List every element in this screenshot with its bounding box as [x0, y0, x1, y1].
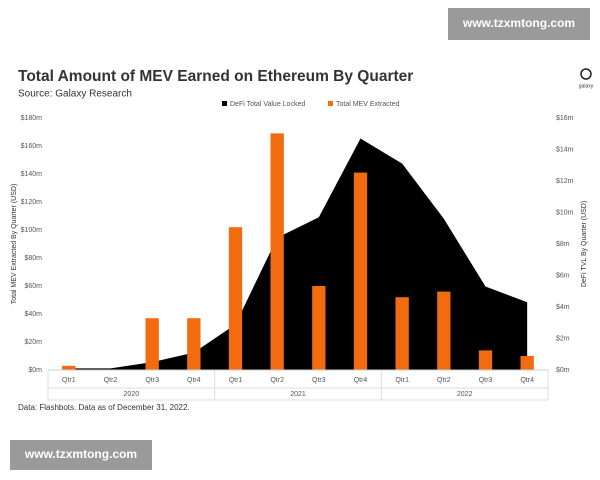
y2-tick-label: $14m — [556, 146, 574, 153]
y2-tick-label: $10m — [556, 209, 574, 216]
x-tick-label: Qtr2 — [437, 377, 451, 384]
x-tick-label: Qtr2 — [270, 377, 284, 384]
y2-tick-label: $12m — [556, 178, 574, 185]
y-tick-label: $20m — [24, 339, 42, 346]
x-tick-label: Qtr3 — [145, 377, 159, 384]
bar — [437, 291, 451, 370]
chart-title: Total Amount of MEV Earned on Ethereum B… — [18, 68, 413, 85]
y2-tick-label: $8m — [556, 241, 570, 248]
y2-tick-label: $16m — [556, 115, 574, 122]
bar — [145, 318, 159, 370]
y2-axis-title: DeFi TVL By Quarter (USD) — [581, 201, 588, 287]
y-axis-title: Total MEV Extracted By Quarter (USD) — [11, 184, 18, 305]
legend-label: DeFi Total Value Locked — [230, 101, 305, 108]
legend-swatch — [222, 101, 227, 106]
legend-label: Total MEV Extracted — [336, 101, 400, 108]
footnote: Data: Flashbots. Data as of December 31,… — [18, 403, 190, 412]
legend-swatch — [328, 101, 333, 106]
bar — [478, 350, 493, 370]
x-group-label: 2022 — [457, 391, 473, 398]
y2-tick-label: $0m — [556, 367, 570, 374]
logo-text: galaxy — [579, 83, 594, 89]
x-tick-label: Qtr4 — [520, 377, 534, 384]
y2-tick-label: $6m — [556, 272, 570, 279]
x-tick-label: Qtr1 — [229, 377, 243, 384]
y-tick-label: $100m — [21, 227, 43, 234]
x-tick-label: Qtr1 — [62, 377, 76, 384]
x-tick-label: Qtr3 — [479, 377, 493, 384]
x-tick-label: Qtr4 — [354, 377, 368, 384]
y-tick-label: $40m — [24, 311, 42, 318]
watermark-box — [448, 8, 590, 40]
bar — [395, 297, 409, 370]
y-tick-label: $160m — [21, 143, 43, 150]
y-tick-label: $140m — [21, 171, 43, 178]
x-group-label: 2020 — [124, 391, 140, 398]
y-tick-label: $0m — [28, 367, 42, 374]
x-group-label: 2021 — [290, 391, 306, 398]
y-tick-label: $60m — [24, 283, 42, 290]
y2-tick-label: $2m — [556, 335, 570, 342]
y-tick-label: $120m — [21, 199, 43, 206]
area — [68, 138, 528, 370]
bar — [353, 172, 368, 370]
bar — [62, 365, 76, 370]
x-tick-label: Qtr4 — [187, 377, 201, 384]
watermark-box — [10, 440, 152, 470]
watermark: www.tzxmtong.com — [462, 16, 575, 30]
y-tick-label: $180m — [21, 115, 43, 122]
chart-subtitle: Source: Galaxy Research — [18, 89, 132, 100]
y2-tick-label: $4m — [556, 304, 570, 311]
bar — [270, 133, 284, 370]
bar — [187, 318, 201, 370]
watermark: www.tzxmtong.com — [24, 447, 137, 461]
y-tick-label: $80m — [24, 255, 42, 262]
x-tick-label: Qtr2 — [104, 377, 118, 384]
logo-icon — [580, 68, 592, 80]
bar — [228, 227, 243, 370]
x-tick-label: Qtr3 — [312, 377, 326, 384]
x-tick-label: Qtr1 — [395, 377, 409, 384]
bar — [312, 286, 326, 370]
bar — [520, 356, 534, 370]
